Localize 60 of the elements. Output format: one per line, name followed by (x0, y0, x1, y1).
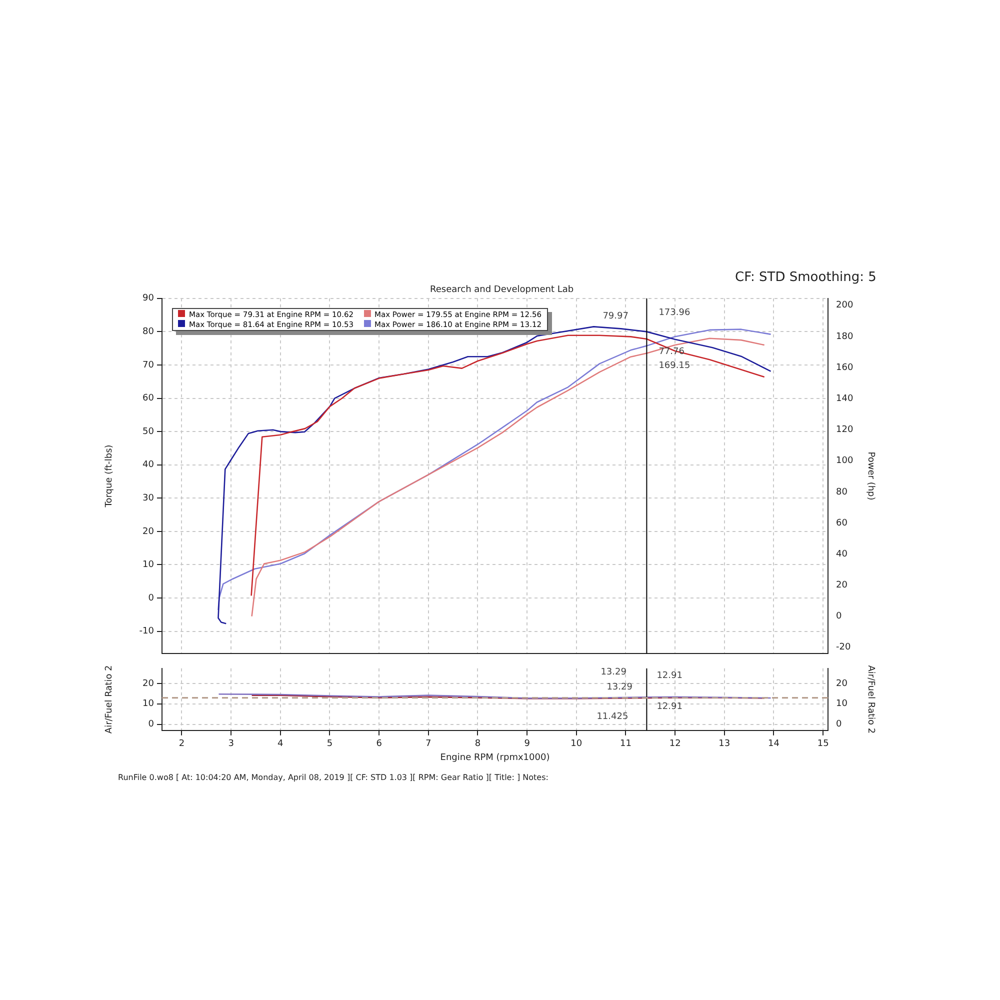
y-tick-label: 70 (142, 360, 154, 370)
annotation: 11.425 (596, 712, 628, 722)
y-tick-label: 0 (148, 593, 154, 604)
annotation: 79.97 (602, 312, 628, 322)
y-tick-label: 60 (142, 394, 154, 404)
y-tick-label: 90 (142, 294, 154, 304)
y2-tick-label: 180 (836, 332, 854, 342)
y-axis-title: Air/Fuel Ratio 2 (104, 665, 115, 734)
y2-axis-title: Air/Fuel Ratio 2 (865, 665, 876, 734)
x-tick-label: 2 (178, 739, 185, 750)
x-tick-label: 3 (228, 739, 234, 750)
y-tick-label: 20 (142, 678, 154, 689)
y2-tick-label: 60 (836, 518, 848, 528)
chart-title: Research and Development Lab (430, 285, 574, 295)
x-tick-label: 13 (718, 739, 730, 750)
y2-tick-label: 100 (836, 456, 854, 466)
y-tick-label: 40 (142, 460, 154, 470)
chart-subtitle: CF: STD Smoothing: 5 (735, 270, 876, 285)
y2-tick-label: 0 (836, 612, 842, 622)
x-tick-label: 6 (376, 739, 382, 750)
annotation: 173.96 (658, 308, 690, 318)
y2-tick-label: 120 (836, 425, 854, 436)
x-tick-label: 14 (768, 739, 780, 750)
y-tick-label: 20 (142, 526, 154, 537)
x-tick-label: 8 (474, 739, 481, 750)
y-tick-label: 0 (148, 720, 154, 730)
annotation: 13.29 (600, 667, 627, 678)
x-tick-label: 9 (524, 739, 530, 750)
annotation: 169.15 (658, 361, 690, 372)
y-tick-label: 80 (142, 327, 154, 338)
y2-axis-title: Power (hp) (865, 452, 876, 500)
y2-tick-label: 20 (836, 678, 848, 689)
x-tick-label: 12 (669, 739, 681, 750)
y2-tick-label: 140 (836, 394, 854, 404)
y2-tick-label: 40 (836, 549, 848, 560)
y-tick-label: 50 (142, 426, 154, 437)
x-tick-label: 4 (278, 739, 284, 750)
y2-tick-label: 160 (836, 362, 854, 373)
y-axis-title: Torque (ft-lbs) (104, 444, 115, 508)
y-tick-label: 10 (142, 699, 154, 710)
y2-tick-label: 20 (836, 580, 848, 591)
annotation: 12.91 (656, 702, 682, 712)
annotation: 77.76 (658, 347, 685, 358)
x-tick-label: 5 (326, 739, 333, 750)
y-tick-label: -10 (139, 626, 154, 637)
x-tick-label: 10 (570, 739, 582, 750)
annotation: 12.91 (656, 671, 682, 682)
y-tick-label: 10 (142, 560, 154, 570)
y2-tick-label: 80 (836, 487, 848, 498)
y-tick-label: 30 (142, 493, 154, 504)
y2-tick-label: 200 (836, 300, 854, 311)
x-tick-label: 11 (620, 739, 632, 750)
annotation: 13.29 (606, 682, 633, 692)
y2-tick-label: -20 (836, 642, 851, 653)
y2-tick-label: 10 (836, 699, 848, 710)
y2-tick-label: 0 (836, 720, 842, 730)
x-tick-label: 7 (426, 739, 432, 750)
x-tick-label: 15 (817, 739, 829, 750)
x-axis-title: Engine RPM (rpmx1000) (440, 752, 550, 763)
text: RunFile 0.wo8 [ At: 10:04:20 AM, Monday, April 08, 2019 ][ CF: STD 1.03 ][ RPM: Gear Ratio ][ Title: ] Notes: (118, 773, 548, 782)
